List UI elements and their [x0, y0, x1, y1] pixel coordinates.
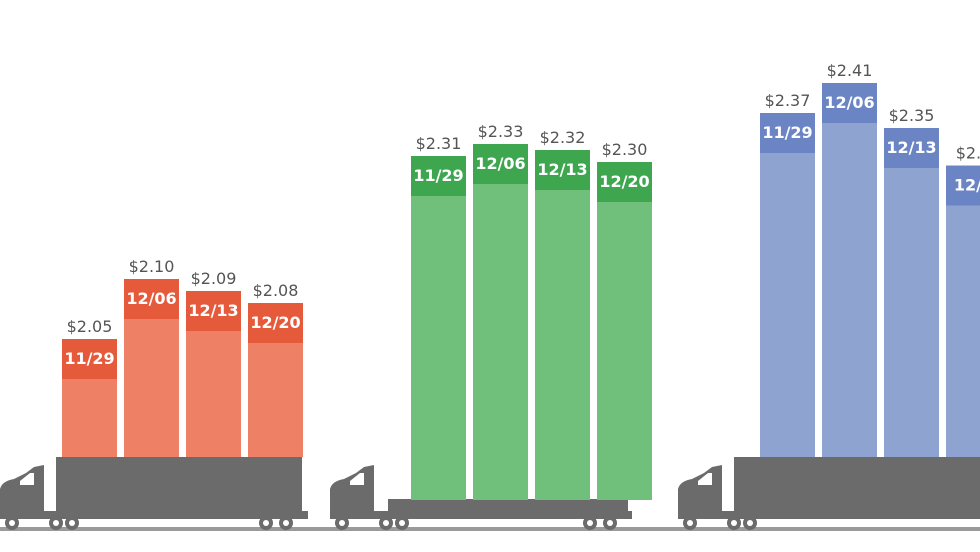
- truck-wheel-hub: [399, 520, 405, 526]
- bar: [597, 162, 652, 500]
- date-label: 11/29: [413, 166, 463, 185]
- truck-wheel-hub: [731, 520, 737, 526]
- truck-wheel-hub: [383, 520, 389, 526]
- date-label: 12/06: [126, 289, 176, 308]
- price-label: $2.32: [540, 128, 586, 147]
- bar-cap: [411, 156, 466, 196]
- truck-wheel-hub: [607, 520, 613, 526]
- price-label: $2.41: [827, 61, 873, 80]
- bar-cap: [760, 113, 815, 153]
- truck-wheel-hub: [747, 520, 753, 526]
- date-label: 12/13: [886, 138, 936, 157]
- date-label: 11/29: [64, 349, 114, 368]
- price-label: $2.37: [765, 91, 811, 110]
- bar: [473, 144, 528, 500]
- bar-cap: [822, 83, 877, 123]
- truck-window: [350, 473, 364, 485]
- bar-cap: [248, 303, 303, 343]
- price-label: $2.10: [129, 257, 175, 276]
- truck-wheel-hub: [9, 520, 15, 526]
- bar: [822, 83, 877, 457]
- truck-wheel-hub: [687, 520, 693, 526]
- date-label: 12/20: [599, 172, 649, 191]
- bar-cap: [884, 128, 939, 168]
- price-label: $2.05: [67, 317, 113, 336]
- bar-cap: [62, 339, 117, 379]
- truck-wheel-hub: [283, 520, 289, 526]
- bar: [946, 165, 980, 457]
- truck-window: [698, 473, 712, 485]
- price-label: $2.31: [416, 134, 462, 153]
- bar-cap: [186, 291, 241, 331]
- bar-cap: [946, 165, 980, 206]
- truck-trailer: [734, 457, 980, 515]
- truck-cab: [678, 465, 722, 519]
- truck-3: [678, 457, 980, 530]
- bar-cap: [124, 279, 179, 319]
- truck-trailer: [56, 457, 302, 515]
- price-label: $2.33: [478, 122, 524, 141]
- truck-wheel-hub: [69, 520, 75, 526]
- bar-cap: [535, 150, 590, 190]
- bar-cap: [597, 162, 652, 202]
- price-label: $2.30: [602, 140, 648, 159]
- date-label: 12/13: [188, 301, 238, 320]
- price-label: $2.3: [956, 144, 980, 163]
- bar-group-1: 11/29 $2.05 12/06 $2.10 12/13 $2.09 12/20 $2.08: [62, 257, 303, 457]
- price-label: $2.35: [889, 106, 935, 125]
- truck-wheel-hub: [339, 520, 345, 526]
- truck-2: [330, 465, 632, 530]
- date-label: 11/29: [762, 123, 812, 142]
- date-label: 12/2: [954, 176, 980, 195]
- price-label: $2.08: [253, 281, 299, 300]
- truck-wheel-hub: [587, 520, 593, 526]
- truck-chassis: [330, 511, 632, 519]
- ground-line: [0, 527, 980, 531]
- date-label: 12/06: [475, 154, 525, 173]
- price-label: $2.09: [191, 269, 237, 288]
- truck-wheel-hub: [263, 520, 269, 526]
- date-label: 12/06: [824, 93, 874, 112]
- truck-wheel-hub: [53, 520, 59, 526]
- truck-cab: [330, 465, 374, 519]
- truck-cab: [0, 465, 44, 519]
- bar: [884, 128, 939, 457]
- bar: [760, 113, 815, 457]
- date-label: 12/13: [537, 160, 587, 179]
- bar-group-2: 11/29 $2.31 12/06 $2.33 12/13 $2.32 12/20 $2.30: [411, 122, 652, 500]
- truck-1: [0, 457, 308, 530]
- date-label: 12/20: [250, 313, 300, 332]
- bar-cap: [473, 144, 528, 184]
- bar-group-3: 11/29 $2.37 12/06 $2.41 12/13 $2.35 12/2 $2.3: [760, 61, 980, 457]
- bar: [411, 156, 466, 500]
- truck-flatbed: [388, 499, 628, 511]
- truck-window: [20, 473, 34, 485]
- bar: [535, 150, 590, 500]
